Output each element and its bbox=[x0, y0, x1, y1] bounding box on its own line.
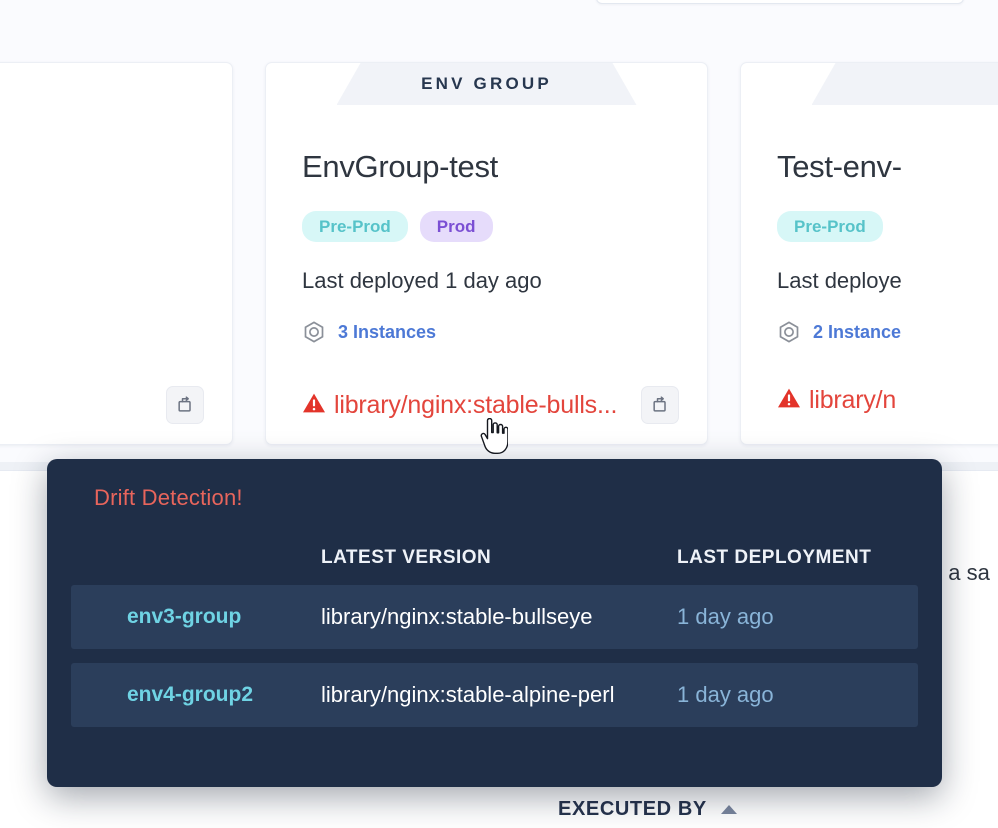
card-instances-label[interactable]: 2 Instance bbox=[813, 321, 902, 342]
drift-detection-popover: Drift Detection! LATEST VERSION LAST DEP… bbox=[47, 459, 942, 787]
card-image-tag[interactable]: library/n bbox=[809, 386, 897, 414]
card-deployed-text: go bbox=[0, 261, 196, 287]
cell-env-name: env3-group bbox=[127, 605, 242, 628]
executed-by-label: EXECUTED BY bbox=[558, 798, 707, 820]
table-row-spacer bbox=[71, 649, 918, 663]
cell-env-name: env4-group2 bbox=[127, 683, 254, 706]
card-ribbon: ENV GROUP bbox=[337, 63, 637, 105]
column-header-env bbox=[71, 535, 321, 585]
card-deployed-text: Last deployed 1 day ago bbox=[302, 268, 542, 294]
card-ribbon-label: ENV GROUP bbox=[421, 74, 552, 93]
card-instances-row[interactable]: 2 Instance bbox=[777, 320, 998, 344]
card-title: EnvGroup-test bbox=[302, 149, 498, 184]
cell-latest-version: library/nginx:stable-bullseye bbox=[321, 604, 593, 629]
card-instances-row[interactable]: 3 Instances bbox=[302, 320, 671, 344]
card-image-row: library/nginx:stable-bulls... bbox=[302, 386, 679, 424]
cell-latest-version: library/nginx:stable-alpine-perl bbox=[321, 682, 615, 707]
tag-prod[interactable]: Prod bbox=[419, 211, 493, 243]
env-group-card-test-env[interactable]: Test-env- Pre-Prod Last deploye 2 Instan… bbox=[740, 62, 998, 445]
env-group-card-envgroup-test[interactable]: ENV GROUP EnvGroup-test Pre-Prod Prod La… bbox=[265, 62, 708, 445]
table-row[interactable]: env3-group library/nginx:stable-bullseye… bbox=[71, 585, 918, 649]
hexagon-instances-icon bbox=[302, 320, 326, 344]
card-deployed-text: Last deploye bbox=[777, 268, 902, 294]
drift-detection-title: Drift Detection! bbox=[94, 485, 243, 510]
column-header-executed-by[interactable]: EXECUTED BY bbox=[558, 798, 737, 821]
card-title: Test-env- bbox=[777, 149, 902, 184]
redeploy-icon[interactable] bbox=[166, 386, 204, 424]
search-field-edge[interactable] bbox=[596, 0, 964, 4]
column-header-latest-version: LATEST VERSION bbox=[321, 547, 492, 568]
warning-triangle-icon bbox=[302, 392, 326, 419]
cell-last-deployment: 1 day ago bbox=[677, 604, 774, 629]
table-header-row: LATEST VERSION LAST DEPLOYMENT bbox=[71, 535, 918, 585]
cell-last-deployment: 1 day ago bbox=[677, 682, 774, 707]
card-image-tag[interactable]: library/nginx:stable-bulls... bbox=[334, 390, 618, 419]
card-tags: Pre-Prod Prod bbox=[302, 211, 671, 243]
env-group-cards-row: go -alpine-... ENV GROUP EnvGroup-test bbox=[0, 62, 998, 445]
drift-detection-table: LATEST VERSION LAST DEPLOYMENT env3-grou… bbox=[71, 535, 918, 727]
caret-up-icon bbox=[720, 805, 737, 814]
column-header-last-deployment: LAST DEPLOYMENT bbox=[677, 547, 872, 568]
env-group-card[interactable]: go -alpine-... bbox=[0, 62, 233, 445]
tag-pre-prod[interactable]: Pre-Prod bbox=[777, 211, 883, 243]
redeploy-icon[interactable] bbox=[641, 386, 679, 424]
table-row[interactable]: env4-group2 library/nginx:stable-alpine-… bbox=[71, 663, 918, 727]
card-image-row: library/n bbox=[777, 386, 998, 415]
tag-pre-prod[interactable]: Pre-Prod bbox=[302, 211, 408, 243]
card-instances-label[interactable]: 3 Instances bbox=[338, 321, 437, 342]
card-ribbon bbox=[812, 63, 998, 105]
obscured-text-fragment: t a sa bbox=[936, 560, 990, 585]
card-tags: Pre-Prod bbox=[777, 211, 998, 243]
warning-triangle-icon bbox=[777, 387, 801, 414]
card-image-row: -alpine-... bbox=[0, 386, 204, 424]
hexagon-instances-icon bbox=[777, 320, 801, 344]
